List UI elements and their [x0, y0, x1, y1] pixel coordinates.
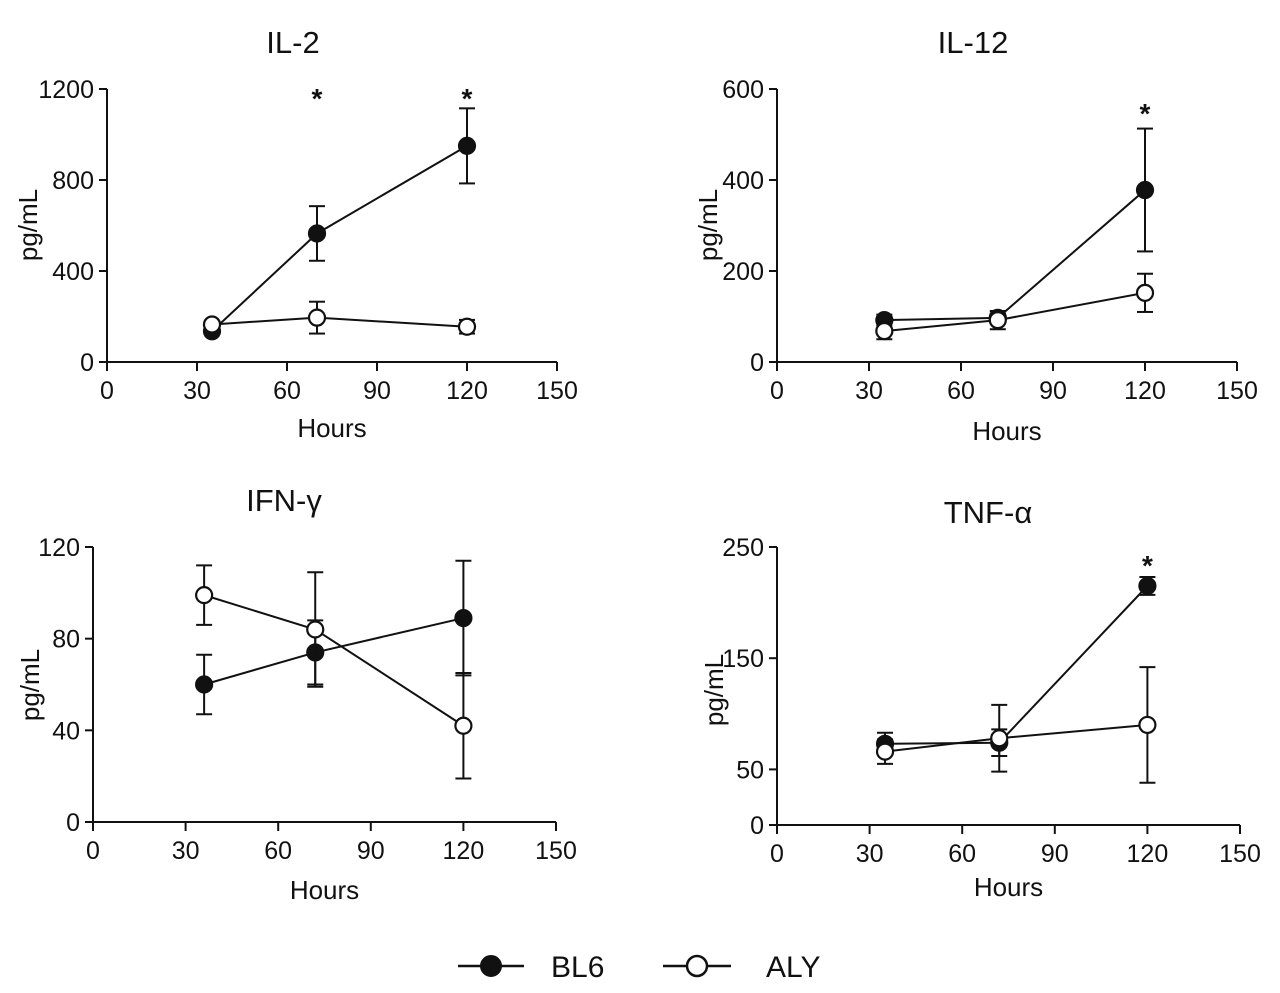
- x-tick-label: 60: [264, 837, 292, 865]
- x-tick-label: 0: [770, 377, 784, 405]
- aly-series-line: [884, 723, 1148, 753]
- ifn-gamma-panel: IFN-γ 0 40 80 120 0 30 60 90 120 150 Hours pg/mL: [15, 483, 577, 905]
- y-tick-label: 0: [80, 349, 94, 377]
- x-axis-label: Hours: [290, 875, 359, 905]
- il-12-panel: IL-12 0 200 400 600 0 30 60 90 120 150 Hours pg/mL *: [693, 25, 1258, 446]
- chart-title: IL-2: [266, 25, 319, 60]
- y-tick-label: 150: [722, 645, 764, 673]
- x-tick-label: 90: [363, 377, 391, 405]
- aly-data-point: [1135, 283, 1155, 302]
- aly-data-point: [195, 586, 214, 605]
- y-tick-label: 0: [750, 349, 764, 377]
- y-tick-label: 50: [736, 756, 764, 784]
- aly-data-point: [875, 742, 895, 761]
- x-tick-label: 120: [1124, 377, 1166, 405]
- y-axis-label: pg/mL: [13, 189, 43, 261]
- aly-data-point: [307, 308, 327, 327]
- bl6-series-line: [211, 145, 468, 333]
- x-tick-label: 0: [100, 377, 114, 405]
- significance-marker: *: [1140, 98, 1151, 129]
- aly-series-line: [884, 291, 1146, 333]
- x-tick-label: 60: [273, 377, 301, 405]
- x-axis-label: Hours: [974, 872, 1043, 902]
- x-axis-label: Hours: [297, 413, 366, 443]
- y-tick-label: 1200: [38, 76, 94, 104]
- x-tick-label: 150: [535, 837, 577, 865]
- x-tick-label: 30: [183, 377, 211, 405]
- y-tick-label: 600: [722, 76, 764, 104]
- y-tick-label: 800: [52, 167, 94, 195]
- legend-bl6-label: BL6: [551, 951, 604, 984]
- y-tick-label: 250: [722, 534, 764, 562]
- significance-marker: *: [462, 83, 473, 114]
- x-tick-label: 120: [1127, 840, 1169, 868]
- bl6-data-point: [195, 675, 214, 694]
- y-tick-label: 120: [38, 534, 80, 562]
- y-tick-label: 200: [722, 258, 764, 286]
- chart-title: IL-12: [938, 25, 1009, 60]
- x-tick-label: 0: [86, 837, 100, 865]
- legend-aly-marker: [685, 954, 709, 978]
- chart-title: TNF-α: [944, 495, 1033, 530]
- x-tick-label: 30: [172, 837, 200, 865]
- bl6-data-point: [1138, 576, 1157, 596]
- aly-series-line: [211, 316, 468, 328]
- bl6-series-line: [885, 585, 1149, 745]
- y-tick-label: 400: [722, 167, 764, 195]
- y-axis-label: pg/mL: [699, 654, 729, 726]
- x-tick-label: 90: [357, 837, 385, 865]
- y-tick-label: 80: [52, 626, 80, 654]
- x-tick-label: 120: [446, 377, 488, 405]
- x-axis-label: Hours: [972, 416, 1041, 446]
- x-tick-label: 150: [536, 377, 578, 405]
- x-tick-label: 30: [856, 840, 884, 868]
- bl6-series-line: [203, 617, 464, 686]
- x-tick-label: 60: [947, 377, 975, 405]
- aly-data-point: [875, 321, 894, 341]
- x-tick-label: 0: [770, 840, 784, 868]
- aly-data-point: [454, 716, 473, 735]
- aly-data-point: [988, 311, 1007, 330]
- x-tick-label: 150: [1219, 840, 1261, 868]
- x-tick-label: 30: [855, 377, 883, 405]
- aly-data-point: [990, 729, 1009, 748]
- bl6-data-point: [457, 136, 477, 155]
- bl6-data-point: [307, 224, 327, 243]
- y-tick-label: 400: [52, 258, 94, 286]
- x-tick-label: 60: [948, 840, 976, 868]
- aly-data-point: [457, 317, 477, 336]
- bl6-data-point: [454, 608, 473, 628]
- il-2-panel: IL-2 0 400 800 1200 0 30 60 90 120 150 Hours pg/mL * *: [13, 25, 578, 443]
- y-tick-label: 0: [66, 809, 80, 837]
- significance-marker: *: [312, 83, 323, 114]
- tnf-alpha-panel: TNF-α 0 50 150 250 0 30 60 90 120 150 Hours pg/mL *: [699, 495, 1261, 902]
- x-tick-label: 120: [443, 837, 485, 865]
- aly-data-point: [1138, 715, 1157, 735]
- chart-title: IFN-γ: [246, 483, 322, 518]
- aly-data-point: [306, 620, 325, 639]
- significance-marker: *: [1142, 550, 1153, 581]
- x-tick-label: 90: [1039, 377, 1067, 405]
- aly-data-point: [202, 315, 222, 334]
- y-axis-label: pg/mL: [693, 189, 723, 261]
- y-tick-label: 40: [52, 717, 80, 745]
- y-tick-label: 0: [750, 812, 764, 840]
- legend-aly-label: ALY: [766, 951, 820, 984]
- x-tick-label: 90: [1041, 840, 1069, 868]
- legend: BL6 ALY: [458, 951, 820, 984]
- bl6-data-point: [1135, 180, 1155, 200]
- aly-series-line: [203, 594, 464, 727]
- y-axis-label: pg/mL: [15, 649, 45, 721]
- legend-bl6-marker: [480, 955, 502, 977]
- x-tick-label: 150: [1216, 377, 1258, 405]
